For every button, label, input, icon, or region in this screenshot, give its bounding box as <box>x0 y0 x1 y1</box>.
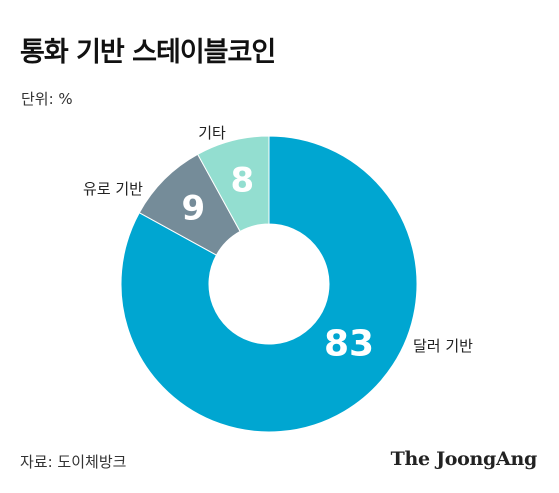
chart-title: 통화 기반 스테이블코인 <box>20 37 276 68</box>
brand-logo: The JoongAng <box>390 448 538 470</box>
category-label-1: 달러 기반 <box>413 337 473 355</box>
category-label-2: 기타 <box>198 124 226 142</box>
value-label-1: 83 <box>324 324 374 365</box>
value-label-2: 9 <box>182 188 206 228</box>
value-labels: 83 98 <box>182 160 375 364</box>
donut-slice-1 <box>120 135 418 433</box>
source-note: 자료: 도이체방크 <box>20 453 127 471</box>
category-label-3: 유로 기반 <box>83 180 143 198</box>
value-label-3: 8 <box>231 160 255 200</box>
unit-label: 단위: % <box>21 90 73 108</box>
donut-slice-3 <box>197 135 270 233</box>
donut-slices <box>120 135 418 433</box>
